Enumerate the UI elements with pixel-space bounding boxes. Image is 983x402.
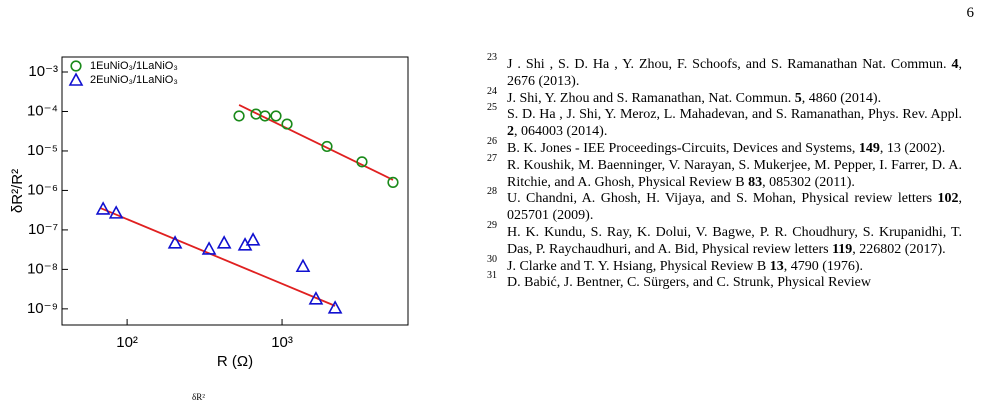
data-point	[281, 118, 293, 130]
reference-text: 2	[507, 124, 514, 140]
reference: 30 J. Clarke and T. Y. Hsiang, Physical R…	[487, 254, 962, 276]
reference-text: J. Clarke and T. Y. Hsiang, Physical Rev…	[507, 258, 770, 274]
reference-text: 149	[858, 140, 880, 156]
reference: 25 S. D. Ha , J. Shi, Y. Meroz, L. Mahade…	[487, 103, 962, 141]
legend-marker	[68, 72, 84, 86]
data-point	[167, 235, 183, 249]
reference-text: , 13 (2002).	[879, 140, 946, 156]
chart: 10² 10³ 10⁻⁹ 10⁻⁸ 10⁻⁷ 10⁻⁶ 10⁻⁵ 10⁻⁴ 10⁻³ R (Ω) δ…	[9, 56, 409, 370]
x-tick-label: 10³	[271, 334, 293, 351]
caption-fragment: δR²	[192, 392, 205, 402]
x-tick-label: 10²	[116, 334, 138, 351]
reference-text: , 085302 (2011).	[762, 174, 855, 190]
data-point	[327, 300, 343, 314]
reference-text: D. Babić, J. Bentner, C. Sürgers, and C.…	[507, 275, 871, 291]
data-point	[259, 110, 271, 122]
y-axis-label: δR²/R²	[9, 169, 26, 213]
page-number: 6	[966, 5, 975, 21]
fit-line	[99, 207, 336, 307]
reference: 31 D. Babić, J. Bentner, C. Sürgers, and …	[487, 271, 962, 292]
reference-number: 24	[487, 85, 497, 97]
reference-number: 23	[487, 52, 497, 63]
reference-text: J. Shi, Y. Zhou and S. Ramanathan, Nat. …	[507, 90, 795, 106]
data-point	[308, 291, 324, 305]
data-point	[356, 156, 368, 168]
reference-text: 83	[748, 174, 763, 190]
reference-text: H. K. Kundu, S. Ray, K. Dolui, V. Bagwe,…	[507, 224, 962, 257]
reference-list: 23 J . Shi , S. D. Ha , Y. Zhou, F. Schoo…	[487, 53, 962, 292]
y-tick-label: 10⁻⁶	[27, 181, 58, 198]
data-point	[201, 241, 217, 255]
data-point	[233, 110, 245, 122]
y-tick-label: 10⁻⁹	[27, 300, 58, 317]
y-tick-label: 10⁻³	[28, 63, 58, 80]
plot-frame	[61, 56, 409, 326]
reference-text: 102	[937, 191, 959, 207]
reference-text: 119	[832, 241, 853, 257]
reference-text: R. Koushik, M. Baenninger, V. Narayan, S…	[507, 157, 962, 190]
x-axis-label: R (Ω)	[217, 353, 253, 370]
reference-number: 28	[487, 186, 497, 198]
reference-text: , 025701 (2009).	[507, 191, 962, 224]
y-tick-label: 10⁻⁷	[28, 221, 58, 238]
legend-label: 1EuNiO₃/1LaNiO₃	[90, 60, 178, 72]
y-tick-label: 10⁻⁸	[27, 260, 58, 277]
reference-text: , 064003 (2014).	[514, 124, 608, 140]
reference: 23 J . Shi , S. D. Ha , Y. Zhou, F. Schoo…	[487, 53, 962, 91]
reference-text: 13	[769, 258, 784, 274]
data-point	[216, 235, 232, 249]
data-point	[387, 176, 399, 188]
reference-text: , 4790 (1976).	[783, 258, 864, 274]
reference-text: , 4860 (2014).	[801, 90, 882, 106]
reference-text: U. Chandni, A. Ghosh, H. Vijaya, and S. …	[507, 191, 938, 207]
reference: 24 J. Shi, Y. Zhou and S. Ramanathan, Nat…	[487, 86, 962, 108]
reference-number: 25	[487, 102, 497, 114]
reference: 27 R. Koushik, M. Baenninger, V. Narayan,…	[487, 153, 962, 192]
data-point	[270, 110, 282, 122]
reference-text: S. D. Ha , J. Shi, Y. Meroz, L. Mahadeva…	[507, 107, 962, 123]
reference: 26 B. K. Jones - IEE Proceedings-Circuits…	[487, 136, 962, 158]
reference-text: 4	[951, 57, 959, 72]
y-tick-label: 10⁻⁵	[27, 142, 58, 159]
data-point	[295, 258, 311, 273]
data-point	[245, 232, 261, 246]
reference: 28 U. Chandni, A. Ghosh, H. Vijaya, and S…	[487, 187, 962, 225]
reference-number: 27	[487, 152, 497, 164]
reference-text: B. K. Jones - IEE Proceedings-Circuits, …	[507, 140, 859, 156]
data-point	[95, 201, 111, 215]
reference-number: 30	[487, 253, 497, 265]
reference-text: , 2676 (2013).	[507, 57, 962, 89]
fit-line	[238, 104, 394, 181]
legend-marker	[70, 60, 82, 72]
reference-number: 31	[487, 270, 497, 282]
legend-label: 2EuNiO₃/1LaNiO₃	[90, 74, 178, 86]
reference-text: 5	[794, 90, 802, 106]
y-tick-label: 10⁻⁴	[27, 102, 58, 119]
data-point	[108, 205, 124, 219]
reference-text: J . Shi , S. D. Ha , Y. Zhou, F. Schoofs…	[507, 57, 952, 72]
data-point	[321, 140, 333, 153]
reference: 29 H. K. Kundu, S. Ray, K. Dolui, V. Bagw…	[487, 220, 962, 259]
reference-text: , 226802 (2017).	[852, 241, 946, 257]
reference-number: 26	[487, 135, 497, 147]
reference-number: 29	[487, 219, 497, 231]
